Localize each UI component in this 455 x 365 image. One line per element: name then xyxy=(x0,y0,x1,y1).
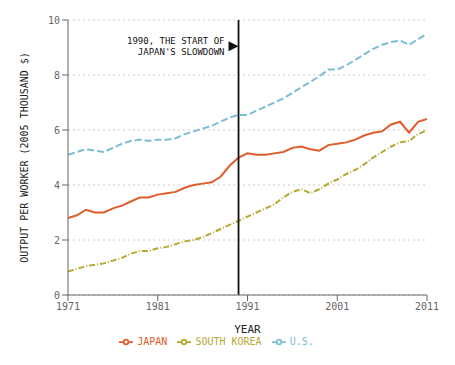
html-text:U.S.: U.S. xyxy=(289,336,314,347)
svg-text:YEAR: YEAR xyxy=(234,323,261,336)
svg-text:8: 8 xyxy=(54,70,60,81)
svg-text:1991: 1991 xyxy=(235,301,259,312)
svg-text:6: 6 xyxy=(54,125,60,136)
svg-text:0: 0 xyxy=(54,290,60,301)
html-text:JAPAN: JAPAN xyxy=(137,336,168,347)
svg-text:4: 4 xyxy=(54,180,60,191)
html-text:SOUTH KOREA: SOUTH KOREA xyxy=(195,336,262,347)
svg-text:10: 10 xyxy=(48,15,60,26)
svg-text:OUTPUT PER WORKER (2005 THOUSA: OUTPUT PER WORKER (2005 THOUSAND $) xyxy=(19,52,30,263)
svg-text:1971: 1971 xyxy=(56,301,80,312)
svg-text:2: 2 xyxy=(54,235,60,246)
svg-text:2011: 2011 xyxy=(415,301,439,312)
svg-text:1981: 1981 xyxy=(146,301,170,312)
svg-text:2001: 2001 xyxy=(325,301,349,312)
svg-text:1990, THE START OFJAPAN'S SLOW: 1990, THE START OFJAPAN'S SLOWDOWN xyxy=(127,35,225,56)
